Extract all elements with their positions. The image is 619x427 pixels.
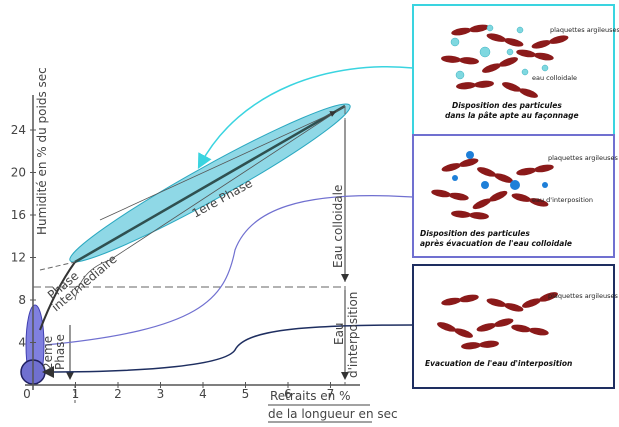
panel-label: plaquettes argileuses xyxy=(548,292,618,300)
x-tick-label: 0 xyxy=(23,387,31,401)
clay-plate xyxy=(431,189,452,198)
water xyxy=(542,182,548,188)
mid-curve xyxy=(39,261,76,331)
clay-plate xyxy=(468,212,489,220)
connector xyxy=(197,66,414,169)
y-tick-label: 16 xyxy=(11,208,26,222)
panel-caption: Disposition des particules xyxy=(452,101,562,110)
clay-plate xyxy=(502,82,522,92)
water xyxy=(506,48,514,56)
y-tick-label: 12 xyxy=(11,251,26,265)
x-tick-label: 3 xyxy=(157,387,165,401)
panel-caption: Evacuation de l'eau d'interposition xyxy=(425,359,572,368)
clay-plate xyxy=(516,49,537,58)
phase-label: Phase xyxy=(53,334,67,370)
clay-plate xyxy=(441,297,462,306)
x-axis-label: de la longueur en sec xyxy=(268,407,398,421)
clay-plate xyxy=(451,210,472,218)
clay-plate xyxy=(472,198,492,210)
panel-label: eau colloidale xyxy=(532,74,577,82)
clay-plate xyxy=(473,80,494,88)
clay-plate xyxy=(503,303,524,312)
clay-plate xyxy=(458,158,479,167)
y-axis-label: Humidité en % du poids sec xyxy=(35,67,49,235)
panel-label: plaquettes argileuses xyxy=(548,154,618,162)
clay-plate xyxy=(528,327,549,336)
clay-plate xyxy=(511,193,532,202)
panel-caption: Disposition des particules xyxy=(420,229,530,238)
x-tick-label: 4 xyxy=(199,387,207,401)
water xyxy=(452,175,458,181)
zone-label: d'interposition xyxy=(346,292,360,378)
arrow xyxy=(99,111,337,221)
water xyxy=(455,70,465,80)
clay-plate xyxy=(456,82,477,90)
x-tick-label: 2 xyxy=(114,387,122,401)
water xyxy=(479,46,491,58)
clay-plate xyxy=(448,192,469,201)
x-tick-label: 5 xyxy=(242,387,250,401)
zone-label: Eau colloidale xyxy=(331,185,345,268)
clay-plate xyxy=(528,198,549,207)
water xyxy=(516,26,524,34)
y-tick-label: 8 xyxy=(18,293,26,307)
clay-plate xyxy=(468,24,489,33)
clay-plate xyxy=(493,318,514,327)
panel-label: eau d'interposition xyxy=(532,196,593,204)
clay-plate xyxy=(511,324,532,333)
clay-plate xyxy=(477,167,497,177)
clay-plate xyxy=(451,27,472,36)
x-tick-label: 7 xyxy=(327,387,335,401)
main-curve xyxy=(74,104,346,264)
clay-plate xyxy=(533,164,554,173)
water xyxy=(510,180,520,190)
y-tick-label: 20 xyxy=(11,166,26,180)
water xyxy=(486,24,494,32)
y-tick-label: 24 xyxy=(11,123,26,137)
clay-plate xyxy=(503,38,524,47)
clay-plate xyxy=(493,173,513,183)
clay-plate xyxy=(538,292,558,302)
dash-line xyxy=(39,261,76,271)
clay-plate xyxy=(458,57,479,65)
clay-plate xyxy=(516,167,537,176)
clay-plate xyxy=(488,190,508,202)
clay-plate xyxy=(458,294,479,303)
clay-plate xyxy=(482,63,502,73)
clay-plate xyxy=(476,323,497,332)
clay-plate xyxy=(461,342,482,350)
panel-caption: après évacuation de l'eau colloidale xyxy=(420,239,572,248)
clay-plate xyxy=(486,33,507,42)
panel-caption: dans la pâte apte au façonnage xyxy=(445,111,579,120)
clay-plate xyxy=(548,35,569,44)
x-tick-label: 1 xyxy=(72,387,80,401)
clay-plate xyxy=(486,298,507,307)
clay-plate xyxy=(498,57,518,67)
x-axis-label: Retraits en % xyxy=(270,389,350,403)
y-tick-label: 4 xyxy=(18,336,26,350)
water xyxy=(450,37,460,47)
water xyxy=(466,151,474,159)
clay-plate xyxy=(441,55,462,63)
thin-curve xyxy=(74,105,346,301)
clay-plate xyxy=(437,322,457,332)
clay-plate xyxy=(531,40,552,49)
water xyxy=(541,64,549,72)
clay-plate xyxy=(522,298,542,308)
clay-plate xyxy=(478,340,499,348)
clay-plate xyxy=(453,328,473,338)
water xyxy=(481,181,489,189)
x-tick-label: 6 xyxy=(284,387,292,401)
connector xyxy=(42,324,414,378)
zone-label: Eau xyxy=(332,322,346,345)
water xyxy=(521,68,529,76)
clay-plate xyxy=(518,88,538,98)
clay-plate xyxy=(533,52,554,61)
panel-label: plaquettes argileuses xyxy=(550,26,619,34)
panel xyxy=(412,4,615,136)
connector xyxy=(44,195,414,346)
phase-label: 2eme xyxy=(41,336,55,370)
clay-plate xyxy=(441,163,462,172)
